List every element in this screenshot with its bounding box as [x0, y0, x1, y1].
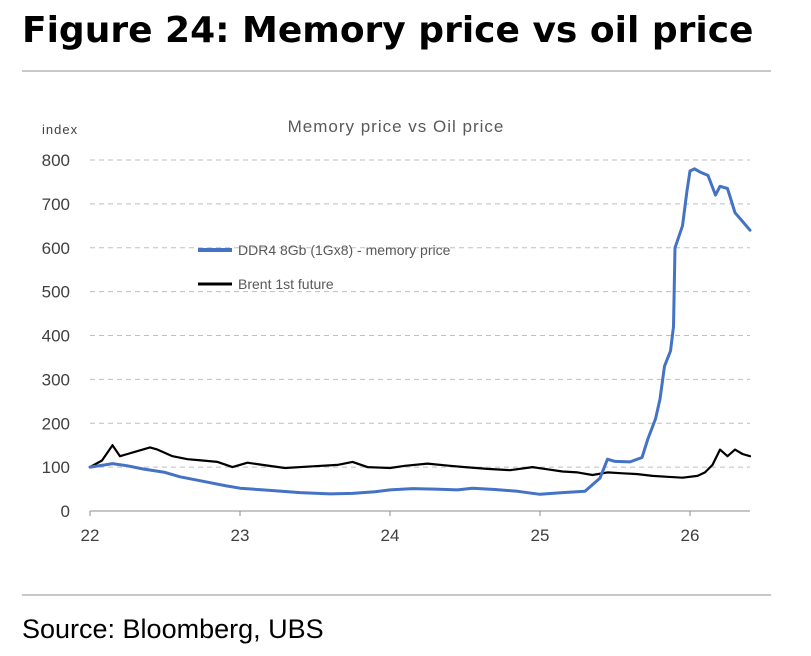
grid-lines	[90, 159, 750, 512]
x-ticks: 22 23 24 25 26	[81, 511, 700, 545]
chart-title: Memory price vs Oil price	[288, 117, 505, 136]
y-tick-label: 600	[42, 239, 70, 258]
y-tick-label: 300	[42, 370, 70, 389]
top-divider	[22, 70, 771, 72]
y-ticks: 0 100 200 300 400 500 600 700 800	[42, 151, 70, 521]
source-note: Source: Bloomberg, UBS	[22, 614, 324, 644]
legend-brent-label: Brent 1st future	[238, 276, 334, 292]
y-tick-label: 700	[42, 195, 70, 214]
y-tick-label: 200	[42, 414, 70, 433]
y-tick-label: 500	[42, 283, 70, 302]
legend-memory-label: DDR4 8Gb (1Gx8) - memory price	[238, 242, 451, 258]
y-axis-label: index	[42, 122, 78, 137]
x-tick-label: 22	[81, 526, 100, 545]
series-line-brent	[88, 444, 752, 479]
y-tick-label: 800	[42, 151, 70, 170]
x-tick-label: 24	[381, 526, 400, 545]
line-chart: Memory price vs Oil price index 0 100 200 3…	[42, 117, 752, 545]
x-tick-label: 26	[681, 526, 700, 545]
series-lines	[88, 167, 752, 496]
series-line-memory	[88, 167, 752, 496]
bottom-divider	[22, 594, 771, 596]
figure-title: Figure 24: Memory price vs oil price	[22, 10, 754, 51]
legend: DDR4 8Gb (1Gx8) - memory price Brent 1st …	[198, 242, 451, 292]
y-tick-label: 0	[61, 502, 70, 521]
x-tick-label: 23	[231, 526, 250, 545]
y-tick-label: 100	[42, 458, 70, 477]
y-tick-label: 400	[42, 327, 70, 346]
x-tick-label: 25	[531, 526, 550, 545]
